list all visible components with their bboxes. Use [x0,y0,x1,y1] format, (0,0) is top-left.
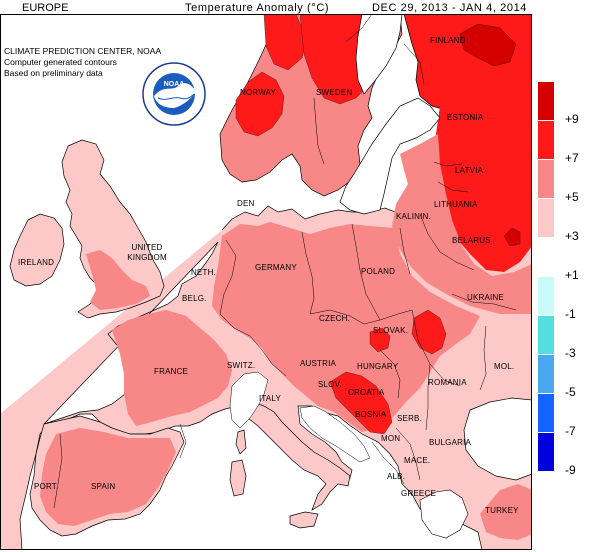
label-germany: GERMANY [255,263,297,272]
legend-swatch [538,121,554,160]
label-kaliningrad: KALININ. [396,212,431,221]
label-greece: GREECE [401,489,436,498]
aegean-sea [419,489,469,539]
north-norway-strong-anomaly [263,14,307,71]
label-sweden: SWEDEN [316,88,353,97]
legend-swatch [538,238,554,277]
corsica-land [235,429,247,455]
sardinia-land [229,459,247,497]
label-albania: ALB. [387,472,406,481]
baltic-warm-region [434,94,532,272]
label-norway: NORWAY [240,88,277,97]
gulf-of-bothnia [355,14,403,95]
label-lithuania: LITHUANIA [434,200,478,209]
label-turkey: TURKEY [485,506,519,515]
map-frame [0,14,532,550]
label-belarus: BELARUS [452,236,491,245]
belarus-peak-anomaly [503,227,521,247]
finland-peak-anomaly [459,23,517,67]
label-serbia: SERB. [397,414,423,423]
label-macedonia: MACE. [404,456,431,465]
label-finland: FINLAND [430,36,466,45]
label-hungary: HUNGARY [357,362,399,371]
baltic-moderate-region [392,134,532,314]
legend-swatch [538,433,554,472]
label-slovenia: SLOV. [318,380,342,389]
legend-swatch [538,82,554,121]
label-switzerland: SWITZ. [227,361,256,370]
label-montenegro: MON [381,434,401,443]
great-britain-land [61,139,165,319]
noaa-logo-icon: NOAA [142,62,206,126]
color-legend [538,82,554,472]
legend-swatch [538,355,554,394]
adriatic-sea [299,405,371,463]
legend-swatch [538,277,554,316]
label-ireland: IRELAND [18,258,55,267]
label-bosnia: BOSNIA [355,410,387,419]
legend-label: +7 [565,151,579,165]
legend-label: +9 [565,112,579,126]
credit-line-3: Based on preliminary data [4,68,103,78]
credit-line-1: CLIMATE PREDICTION CENTER, NOAA [4,46,162,56]
label-austria: AUSTRIA [300,359,337,368]
legend-label: -9 [565,463,576,477]
legend-label: +3 [565,229,579,243]
label-france: FRANCE [154,367,189,376]
label-denmark: DEN [237,199,255,208]
label-italy: ITALY [259,394,282,403]
slovakia-strong-anomaly [369,327,391,353]
label-netherlands: NETH. [191,268,216,277]
legend-swatch [538,316,554,355]
central-europe-warm-region [212,222,480,432]
label-ukraine: UKRAINE [467,293,504,302]
legend-label: -3 [565,346,576,360]
date-range: DEC 29, 2013 - JAN 4, 2014 [372,2,528,14]
legend-label: -5 [565,385,576,399]
label-spain: SPAIN [91,482,116,491]
legend-label: -1 [565,307,576,321]
credit-line-2: Computer generated contours [4,57,117,67]
label-united-kingdom: UNITED KINGDOM [127,243,167,262]
italy-land [237,401,351,511]
sicily-land [289,511,319,529]
label-poland: POLAND [361,267,396,276]
label-belgium: BELG. [182,294,207,303]
label-latvia: LATVIA [455,166,484,175]
label-croatia: CROATIA [348,388,385,397]
norway-strong-anomaly [235,71,285,137]
label-romania: ROMANIA [428,378,467,387]
label-portugal: PORT. [34,482,59,491]
legend-label: +5 [565,190,579,204]
label-czech: CZECH. [319,314,350,323]
legend-label: -7 [565,424,576,438]
legend-label: +1 [565,268,579,282]
map-title: Temperature Anomaly (°C) [185,2,330,14]
temperature-anomaly-map [0,14,532,550]
croatia-strong-anomaly [329,371,393,435]
spain-warm-region [40,428,176,526]
label-moldova: MOL. [494,362,515,371]
noaa-logo-text: NOAA [164,81,185,88]
legend-swatch [538,160,554,199]
alps-neutral-region [229,371,269,429]
france-warm-region [112,310,232,426]
country-borders [53,14,517,509]
black-sea [463,397,532,481]
label-bulgaria: BULGARIA [429,438,472,447]
baltic-sea [339,97,441,215]
label-slovakia: SLOVAK. [373,326,409,335]
legend-swatch [538,199,554,238]
ireland-land [9,213,65,287]
turkey-warm-region [480,484,532,540]
region-label: EUROPE [22,2,69,14]
legend-swatch [538,394,554,433]
hungary-strong-anomaly [411,309,447,355]
label-estonia: ESTONIA [447,113,484,122]
uk-warm-region [86,250,150,310]
